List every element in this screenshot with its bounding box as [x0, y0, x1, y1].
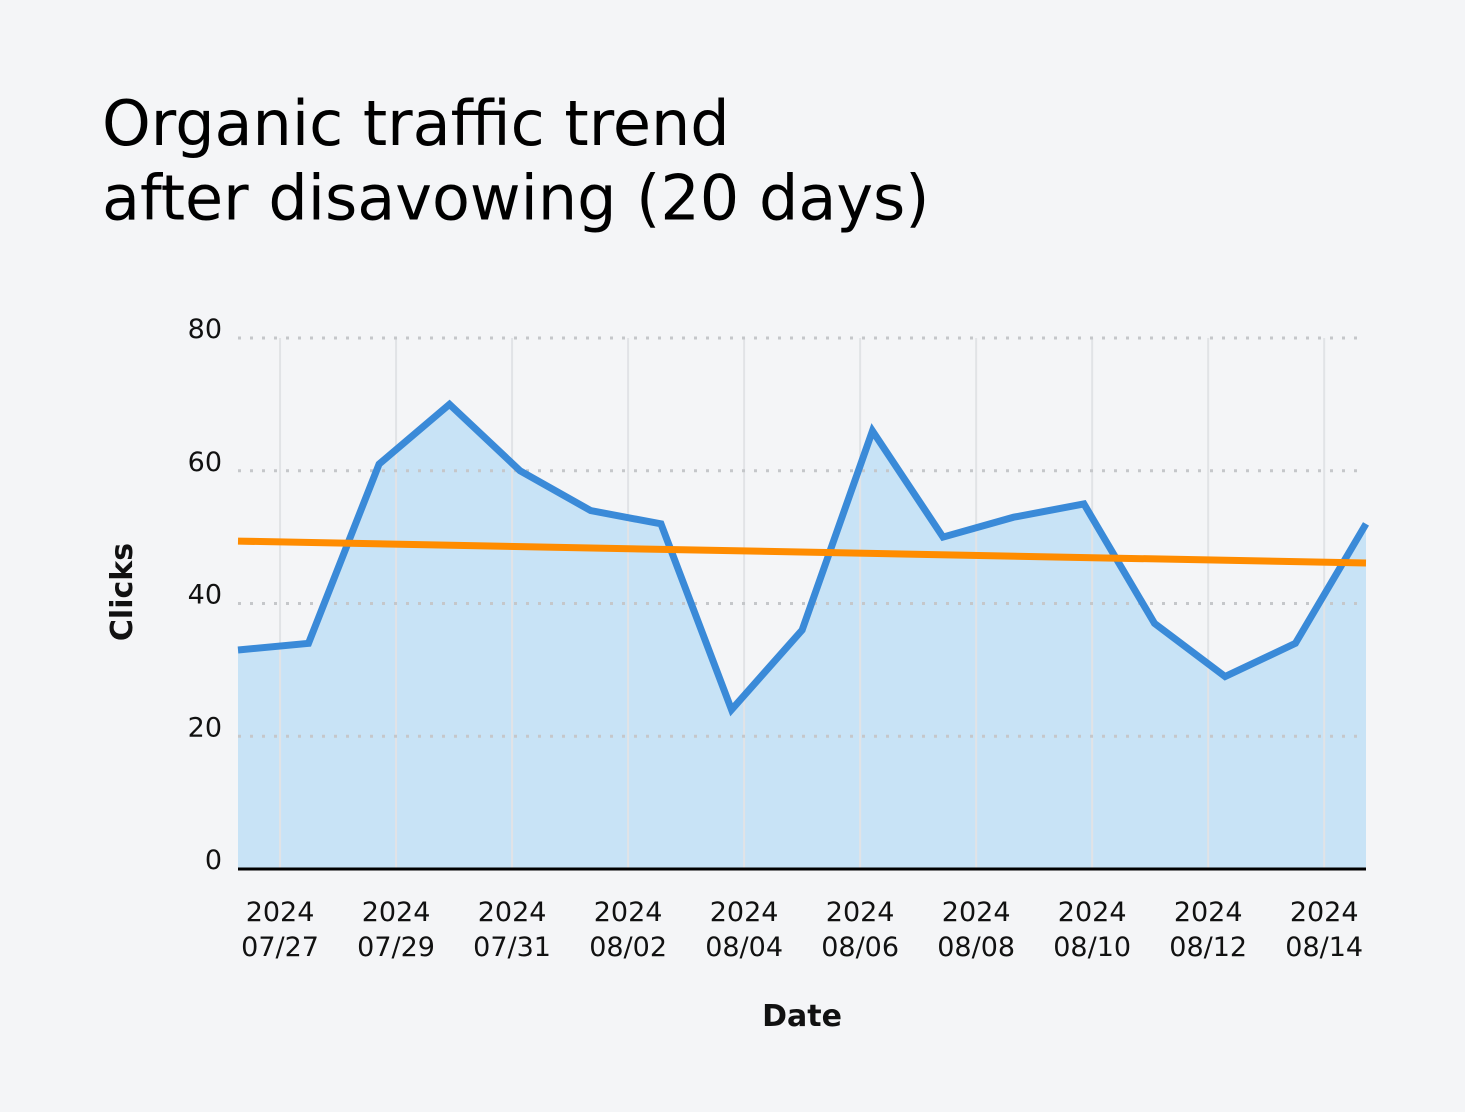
y-tick-label: 80	[188, 314, 222, 345]
x-tick-label: 2024 08/12	[1169, 897, 1247, 963]
chart-title: Organic traffic trend after disavowing (2…	[102, 87, 930, 234]
y-tick-label: 20	[188, 712, 222, 743]
y-tick-label: 60	[188, 447, 222, 478]
area-fill	[238, 404, 1366, 869]
y-tick-label: 0	[205, 845, 222, 876]
x-tick-label: 2024 08/04	[705, 897, 783, 963]
x-tick-label: 2024 08/10	[1053, 897, 1131, 963]
x-tick-label: 2024 07/27	[241, 897, 319, 963]
x-tick-label: 2024 07/31	[473, 897, 551, 963]
x-tick-label: 2024 08/08	[937, 897, 1015, 963]
line-series	[237, 537, 1367, 567]
y-tick-label: 40	[188, 580, 222, 611]
y-axis-label: Clicks	[105, 543, 140, 641]
x-axis-label: Date	[762, 999, 842, 1034]
x-tick-label: 2024 08/02	[589, 897, 667, 963]
x-tick-label: 2024 07/29	[357, 897, 435, 963]
x-tick-label: 2024 08/06	[821, 897, 899, 963]
line-series	[237, 399, 1370, 717]
x-tick-label: 2024 08/14	[1285, 897, 1363, 963]
